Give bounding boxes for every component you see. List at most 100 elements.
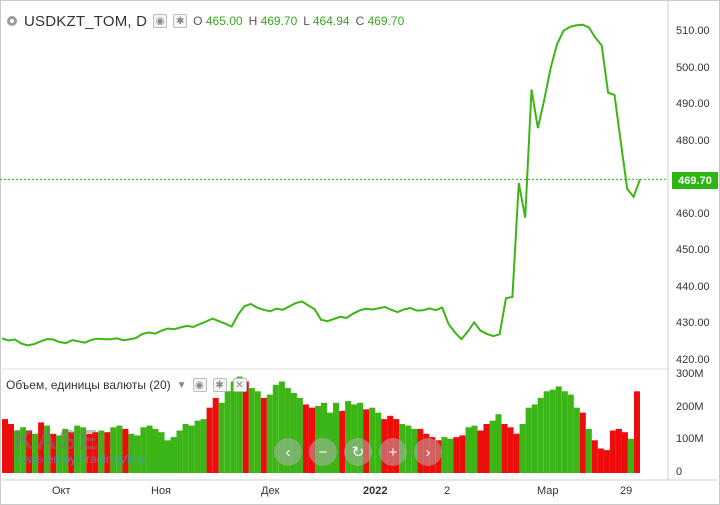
volume-bar — [507, 427, 514, 473]
time-tick-label: 29 — [620, 485, 633, 497]
volume-bar — [634, 391, 641, 473]
volume-bar — [224, 391, 231, 473]
close-icon[interactable]: ✕ — [232, 378, 247, 392]
volume-bar — [309, 407, 316, 473]
volume-bar — [56, 435, 63, 473]
volume-bar — [513, 433, 520, 473]
time-tick-label: Ноя — [151, 485, 172, 497]
volume-bar — [333, 402, 340, 473]
eye-icon[interactable]: ◉ — [192, 378, 207, 392]
volume-bar — [543, 391, 550, 473]
volume-bar — [194, 420, 201, 473]
volume-bar — [609, 430, 616, 473]
price-tick-label: 480.00 — [676, 134, 710, 147]
volume-bar — [50, 433, 57, 473]
reset-chart-button[interactable]: ↻ — [344, 438, 372, 466]
volume-bar — [2, 419, 9, 473]
volume-tick-label: 0 — [676, 466, 683, 478]
volume-bar — [405, 425, 412, 473]
volume-bar — [453, 437, 460, 473]
volume-bar — [140, 427, 147, 473]
volume-bar — [80, 427, 87, 473]
scroll-back-button[interactable]: ‹ — [274, 438, 302, 466]
volume-bar — [495, 414, 502, 473]
volume-bar — [26, 430, 33, 473]
volume-bar — [254, 391, 261, 473]
volume-bar — [284, 388, 291, 473]
volume-bar — [164, 440, 171, 473]
price-tick-label: 490.00 — [676, 98, 710, 111]
volume-bar — [597, 448, 604, 473]
volume-bar — [104, 432, 111, 473]
volume-bar — [242, 381, 249, 473]
volume-bar — [146, 425, 153, 473]
volume-bar — [531, 404, 538, 473]
volume-bar — [375, 412, 382, 473]
volume-bar — [230, 381, 237, 473]
volume-bar — [38, 422, 45, 473]
volume-bar — [357, 402, 364, 473]
volume-bar — [591, 440, 598, 473]
volume-bar — [573, 407, 580, 473]
volume-bar — [567, 394, 574, 473]
price-tick-label: 450.00 — [676, 244, 710, 257]
volume-bar — [447, 438, 454, 473]
caret-down-icon[interactable]: ▼ — [176, 379, 187, 391]
volume-bar — [14, 430, 21, 473]
volume-bar — [519, 424, 526, 473]
price-line — [1, 23, 641, 347]
volume-bar — [158, 432, 165, 473]
volume-bar — [459, 435, 466, 473]
volume-bar — [266, 394, 273, 473]
volume-bar — [74, 425, 81, 473]
symbol-title[interactable]: USDKZT_TOM, D — [24, 12, 148, 30]
time-tick-label: Дек — [261, 485, 280, 497]
volume-bar — [465, 427, 472, 473]
volume-bar — [339, 410, 346, 473]
last-price-tag: 469.70 — [672, 172, 718, 189]
volume-label[interactable]: Объем, единицы валюты (20) — [6, 378, 171, 392]
volume-bar — [68, 432, 75, 473]
volume-bar — [441, 437, 448, 473]
price-tick-label: 510.00 — [676, 25, 710, 37]
volume-bar — [98, 430, 105, 473]
volume-bar — [585, 428, 592, 473]
kase-logo: KASE — [14, 424, 100, 455]
volume-bar — [549, 389, 556, 473]
volume-bar — [128, 433, 135, 473]
tradingview-credit: powered by TradingView — [14, 452, 146, 466]
zoom-in-button[interactable]: + — [379, 438, 407, 466]
volume-bar — [188, 425, 195, 473]
volume-bar — [110, 427, 117, 473]
volume-bar — [603, 450, 610, 473]
price-tick-label: 500.00 — [676, 61, 710, 74]
volume-tick-label: 100M — [676, 433, 704, 446]
volume-bar — [200, 419, 207, 473]
volume-bar — [212, 397, 219, 473]
chart-header: USDKZT_TOM, D ◉ ✱ O 465.00 H 469.70 L 46… — [6, 10, 404, 32]
eye-icon[interactable]: ◉ — [153, 14, 168, 28]
volume-bar — [170, 437, 177, 473]
volume-header: Объем, единицы валюты (20) ▼ ◉ ✱ ✕ — [6, 378, 247, 392]
volume-bar — [176, 430, 183, 473]
volume-bar — [579, 412, 586, 473]
volume-bar — [236, 376, 243, 473]
time-tick-label: 2 — [444, 485, 451, 497]
volume-bar — [86, 433, 93, 473]
volume-bar — [321, 402, 328, 473]
volume-bar — [615, 428, 622, 473]
time-tick-label: Окт — [52, 485, 71, 497]
volume-bar — [501, 424, 508, 473]
time-tick-label: Мар — [537, 485, 559, 497]
volume-bar — [561, 391, 568, 473]
zoom-out-button[interactable]: − — [309, 438, 337, 466]
volume-bar — [218, 402, 225, 473]
settings-icon[interactable]: ✱ — [173, 14, 188, 28]
scroll-forward-button[interactable]: › — [414, 438, 442, 466]
ohlc-open: O 465.00 — [193, 14, 243, 28]
symbol-menu-icon[interactable] — [6, 15, 18, 27]
volume-bar — [272, 384, 279, 473]
volume-bar — [122, 428, 129, 473]
volume-bar — [483, 424, 490, 473]
settings-icon[interactable]: ✱ — [212, 378, 227, 392]
